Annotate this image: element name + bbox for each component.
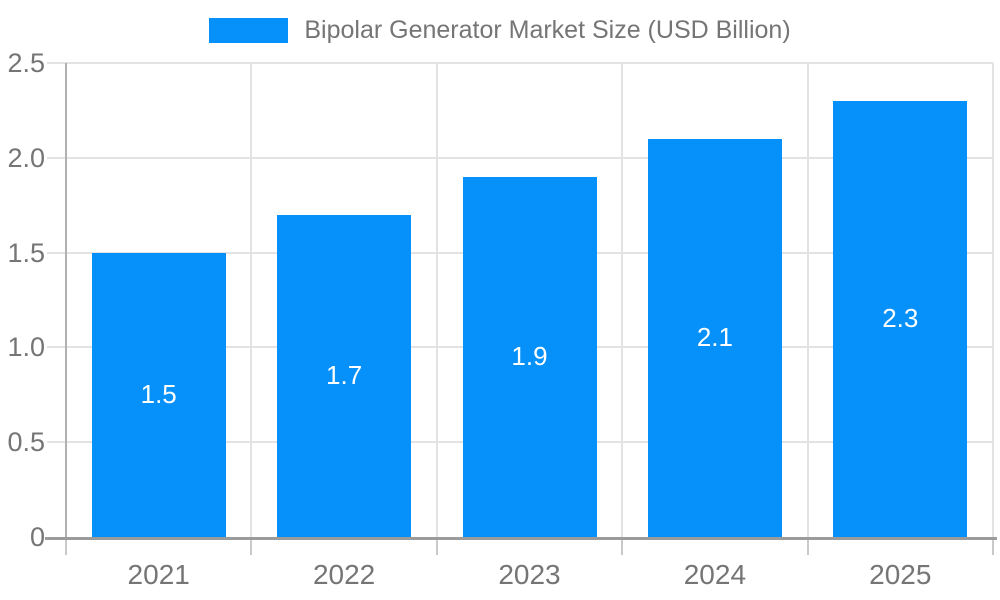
x-axis-line [45,537,997,540]
y-axis-label: 1.0 [7,332,45,363]
gridline-y [66,156,993,159]
y-axis-label: 2.5 [7,48,45,78]
x-tick [65,537,67,555]
x-tick [435,537,438,555]
y-axis-label: 0.5 [7,427,45,458]
bar [647,138,782,537]
x-tick [250,537,253,555]
gridline-x [621,63,624,537]
y-tick [47,62,66,64]
legend-label: Bipolar Generator Market Size (USD Billi… [304,15,791,44]
bar-value-label: 1.9 [511,341,548,372]
x-axis-label: 2025 [869,559,932,590]
bar-value-label: 1.5 [140,379,177,410]
bar [833,100,968,537]
y-axis-line [65,63,67,539]
x-axis-label: 2022 [312,559,376,590]
y-tick [47,441,66,444]
x-axis-label: 2023 [498,559,561,590]
x-tick [621,537,624,555]
x-axis-label: 2021 [127,559,190,590]
gridline-x [250,63,253,537]
bar [91,252,226,537]
x-axis-label: 2024 [683,559,747,590]
y-axis-label: 0 [29,522,45,552]
gridline-x [435,63,438,537]
x-tick [992,537,994,555]
y-axis-label: 1.5 [7,237,45,268]
y-axis-label: 2.0 [7,142,45,173]
gridline-x [806,63,809,537]
x-tick [806,537,809,555]
legend-swatch [209,17,289,43]
bar-value-label: 2.3 [882,303,919,334]
bar [277,214,412,537]
legend: Bipolar Generator Market Size (USD Billi… [0,15,1000,45]
gridline-x [992,63,994,537]
gridline-y [66,62,993,64]
bar-value-label: 2.1 [696,322,733,353]
bar-value-label: 1.7 [326,360,363,391]
y-tick [47,346,66,349]
bar [462,176,597,537]
y-tick [47,251,66,254]
y-tick [47,156,66,159]
